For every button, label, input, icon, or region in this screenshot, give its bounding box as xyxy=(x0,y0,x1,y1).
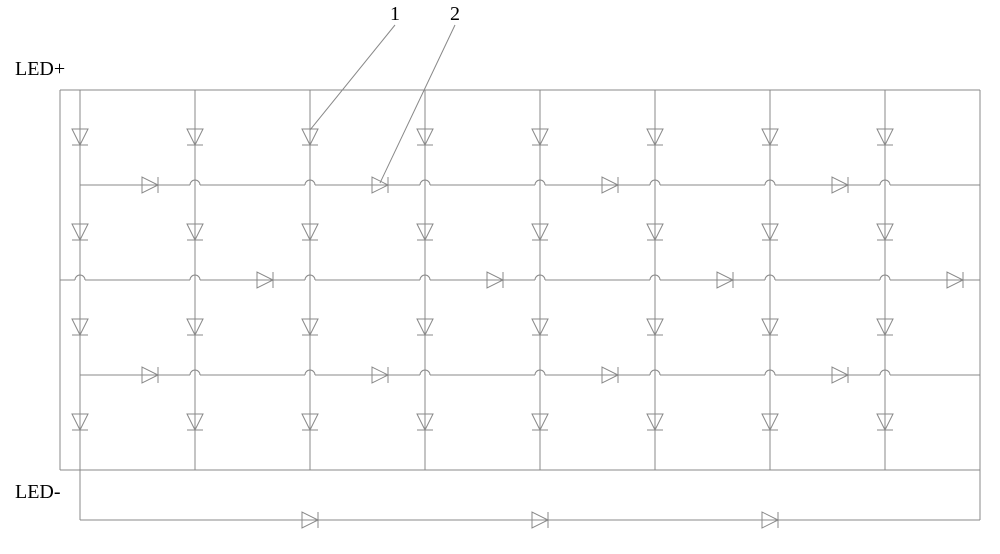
label: LED+ xyxy=(15,58,65,80)
label: 1 xyxy=(390,3,400,25)
leader-line xyxy=(380,25,455,183)
leader-line xyxy=(310,25,395,130)
label: LED- xyxy=(15,481,61,503)
label: 2 xyxy=(450,3,460,25)
